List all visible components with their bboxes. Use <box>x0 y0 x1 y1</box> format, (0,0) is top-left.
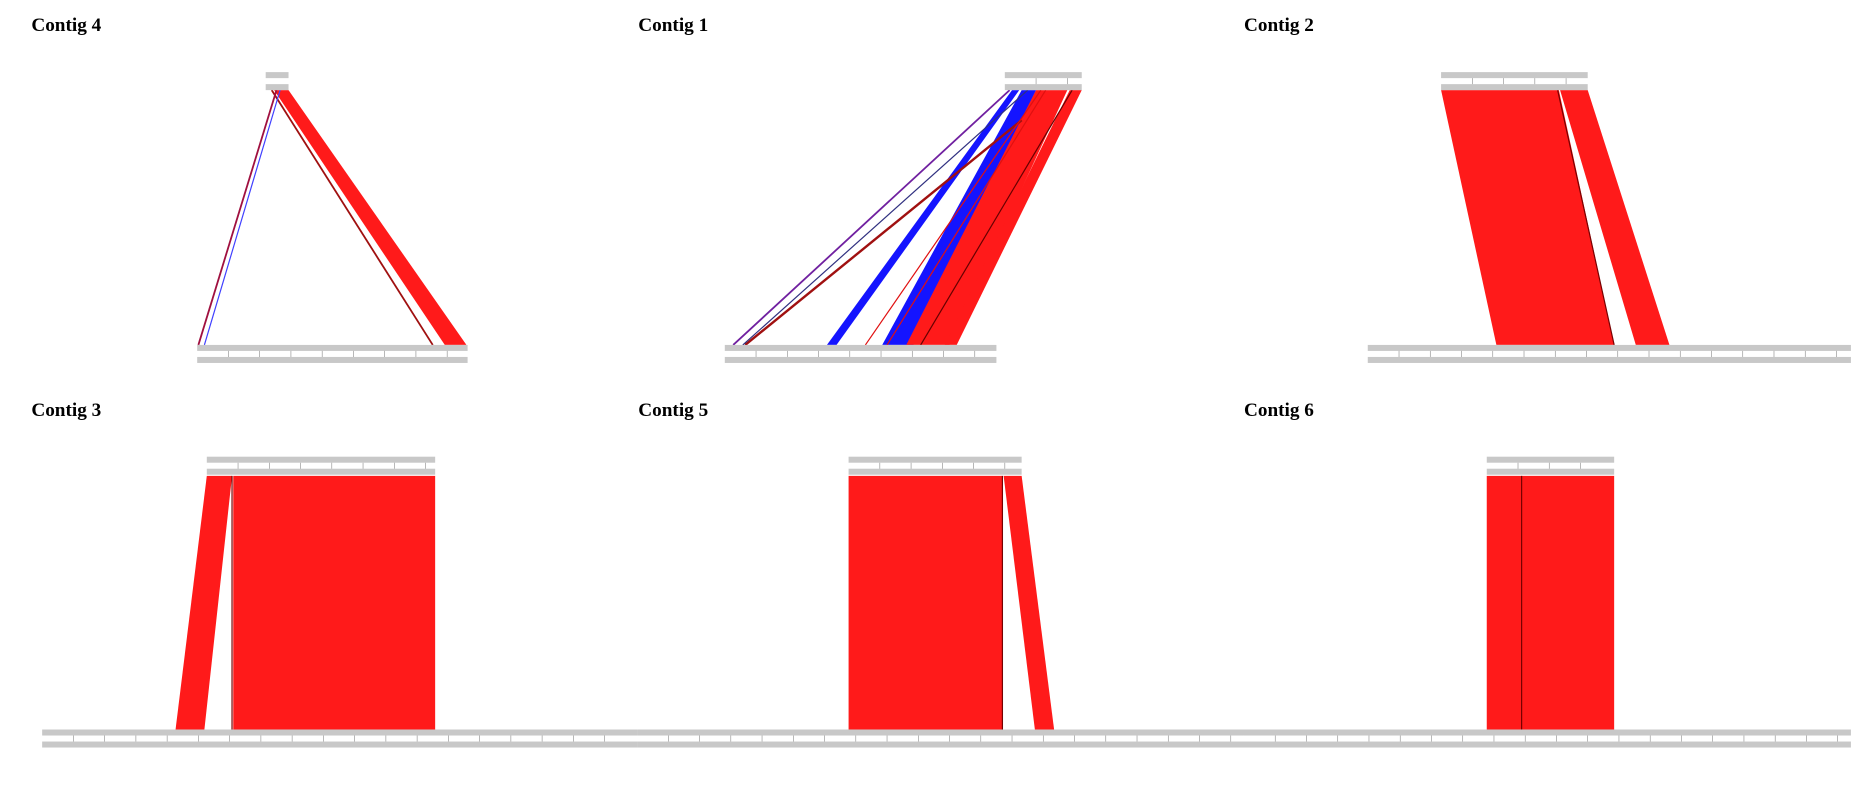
match-line <box>886 89 1047 346</box>
matches <box>848 475 1055 730</box>
sequence-strip <box>197 356 468 363</box>
sequence-strip <box>637 729 1244 736</box>
match-line <box>203 89 281 346</box>
panel-title: Contig 4 <box>31 15 101 36</box>
match-band <box>826 90 1020 345</box>
match-line <box>744 119 1023 346</box>
matches <box>1441 90 1670 346</box>
match-line <box>197 89 278 346</box>
match-band <box>233 475 436 730</box>
sequence-strip <box>206 456 436 463</box>
match-band <box>1560 90 1670 345</box>
panel-title: Contig 5 <box>638 400 708 421</box>
match-band <box>274 90 467 345</box>
sequence-bars <box>42 72 1851 748</box>
sequence-strip <box>637 741 1244 748</box>
sequence-strip <box>848 456 1022 463</box>
sequence-strip <box>1367 356 1851 363</box>
sequence-strip <box>265 72 289 79</box>
match-band <box>1441 90 1615 345</box>
match-band <box>848 475 1003 730</box>
sequence-strip <box>1004 72 1082 79</box>
match-band <box>1486 475 1615 730</box>
sequence-strip <box>724 356 997 363</box>
sequence-strip <box>1367 344 1851 351</box>
sequence-strip <box>1441 72 1588 79</box>
sequence-strip <box>1486 468 1615 475</box>
panel-title: Contig 1 <box>638 15 708 36</box>
panel-title: Contig 6 <box>1244 400 1314 421</box>
match-band <box>906 90 1068 345</box>
match-line <box>270 89 434 346</box>
panel-title: Contig 2 <box>1244 15 1314 36</box>
match-band <box>944 90 1082 345</box>
matches <box>175 475 436 730</box>
match-line <box>1557 90 1615 346</box>
sequence-strip <box>42 729 638 736</box>
match-line <box>732 89 1011 346</box>
panel-title: Contig 3 <box>31 400 101 421</box>
sequence-strip <box>1243 729 1851 736</box>
match-band <box>1003 475 1055 730</box>
sequence-strip <box>197 344 468 351</box>
sequence-strip <box>1004 84 1082 91</box>
sequence-strip <box>206 468 436 475</box>
matches <box>1486 475 1615 730</box>
matches <box>197 89 467 346</box>
sequence-strip <box>1486 456 1615 463</box>
sequence-strip <box>265 84 289 91</box>
match-line <box>742 89 1029 346</box>
sequence-strip <box>848 468 1022 475</box>
match-line <box>920 89 1073 346</box>
sequence-strip <box>724 344 997 351</box>
match-line <box>864 89 1042 346</box>
matches <box>732 89 1082 346</box>
sequence-strip <box>1441 84 1588 91</box>
match-band <box>175 475 233 730</box>
sequence-strip <box>42 741 638 748</box>
sequence-strip <box>1243 741 1851 748</box>
